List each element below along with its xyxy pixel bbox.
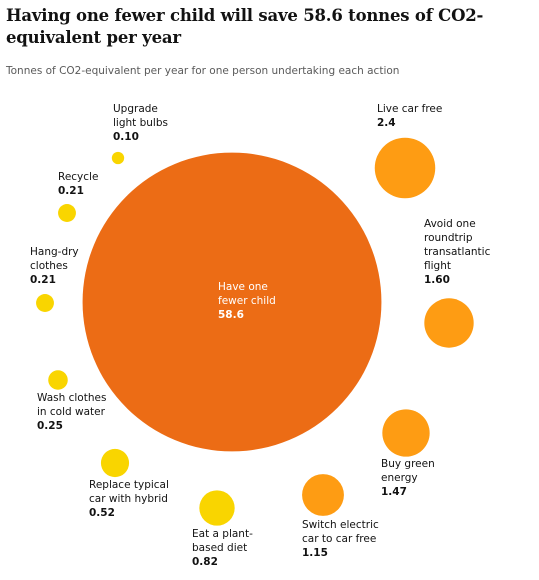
bubble-label-have-one-fewer-child: Have one — [218, 281, 268, 293]
bubble-label-recycle: Recycle — [58, 171, 98, 183]
bubble-label-upgrade-light-bulbs: Upgrade — [113, 103, 158, 115]
bubble-avoid-one-roundtrip-transatlantic-flight — [424, 298, 474, 348]
bubble-recycle — [58, 204, 76, 222]
bubble-value-switch-electric-car-to-car-free: 1.15 — [302, 547, 328, 559]
bubble-eat-a-plant-based-diet — [199, 490, 235, 526]
bubble-group-live-car-free: Live car free 2.4 — [374, 103, 442, 199]
bubble-label-upgrade-light-bulbs: light bulbs — [113, 117, 168, 129]
bubble-replace-typical-car-with-hybrid — [100, 448, 130, 478]
bubble-label-avoid-one-roundtrip-transatlantic-flight: flight — [424, 260, 451, 272]
chart-title: Having one fewer child will save 58.6 to… — [6, 6, 484, 47]
bubble-value-hang-dry-clothes: 0.21 — [30, 274, 56, 286]
bubble-label-have-one-fewer-child: fewer child — [218, 295, 276, 307]
bubble-hang-dry-clothes — [36, 294, 54, 312]
bubble-label-hang-dry-clothes: clothes — [30, 260, 68, 272]
bubble-value-wash-clothes-in-cold-water: 0.25 — [37, 420, 63, 432]
bubble-group-upgrade-light-bulbs: Upgrade light bulbs 0.10 — [111, 103, 168, 165]
bubble-group-switch-electric-car-to-car-free: Switch electric car to car free 1.15 — [302, 474, 379, 559]
bubble-label-hang-dry-clothes: Hang-dry — [30, 246, 79, 258]
chart-subtitle: Tonnes of CO2-equivalent per year for on… — [6, 65, 400, 77]
bubble-group-recycle: Recycle 0.21 — [58, 171, 98, 222]
bubble-label-wash-clothes-in-cold-water: in cold water — [37, 406, 106, 418]
bubble-label-wash-clothes-in-cold-water: Wash clothes — [37, 392, 106, 404]
bubble-value-live-car-free: 2.4 — [377, 117, 396, 129]
bubble-label-eat-a-plant-based-diet: based diet — [192, 542, 247, 554]
bubble-label-buy-green-energy: energy — [381, 472, 418, 484]
bubble-group-buy-green-energy: Buy green energy 1.47 — [381, 409, 435, 498]
bubble-switch-electric-car-to-car-free — [302, 474, 344, 516]
bubble-label-avoid-one-roundtrip-transatlantic-flight: transatlantic — [424, 246, 491, 258]
bubble-group-have-one-fewer-child: Have one fewer child 58.6 — [82, 152, 382, 452]
bubble-label-avoid-one-roundtrip-transatlantic-flight: roundtrip — [424, 232, 473, 244]
bubble-buy-green-energy — [382, 409, 430, 457]
bubble-value-upgrade-light-bulbs: 0.10 — [113, 131, 139, 143]
bubble-value-replace-typical-car-with-hybrid: 0.52 — [89, 507, 115, 519]
bubble-value-eat-a-plant-based-diet: 0.82 — [192, 556, 218, 568]
bubble-value-recycle: 0.21 — [58, 185, 84, 197]
bubble-label-live-car-free: Live car free — [377, 103, 442, 115]
bubble-label-replace-typical-car-with-hybrid: car with hybrid — [89, 493, 168, 505]
bubble-group-avoid-one-roundtrip-transatlantic-flight: Avoid one roundtrip transatlantic flight 1.6… — [424, 218, 491, 348]
bubble-label-switch-electric-car-to-car-free: car to car free — [302, 533, 376, 545]
bubble-wash-clothes-in-cold-water — [48, 370, 68, 390]
bubble-group-replace-typical-car-with-hybrid: Replace typical car with hybrid 0.52 — [89, 448, 169, 519]
bubble-have-one-fewer-child — [82, 152, 382, 452]
bubble-label-switch-electric-car-to-car-free: Switch electric — [302, 519, 379, 531]
bubble-value-have-one-fewer-child: 58.6 — [218, 309, 244, 321]
bubble-label-eat-a-plant-based-diet: Eat a plant- — [192, 528, 253, 540]
bubble-value-buy-green-energy: 1.47 — [381, 486, 407, 498]
bubble-label-buy-green-energy: Buy green — [381, 458, 435, 470]
bubble-label-avoid-one-roundtrip-transatlantic-flight: Avoid one — [424, 218, 476, 230]
bubble-upgrade-light-bulbs — [111, 151, 125, 165]
bubble-group-wash-clothes-in-cold-water: Wash clothes in cold water 0.25 — [37, 370, 106, 432]
bubble-label-replace-typical-car-with-hybrid: Replace typical — [89, 479, 169, 491]
bubble-group-hang-dry-clothes: Hang-dry clothes 0.21 — [30, 246, 79, 312]
bubble-value-avoid-one-roundtrip-transatlantic-flight: 1.60 — [424, 274, 450, 286]
bubble-live-car-free — [374, 137, 436, 199]
bubble-group-eat-a-plant-based-diet: Eat a plant-based diet 0.82 — [192, 490, 253, 568]
